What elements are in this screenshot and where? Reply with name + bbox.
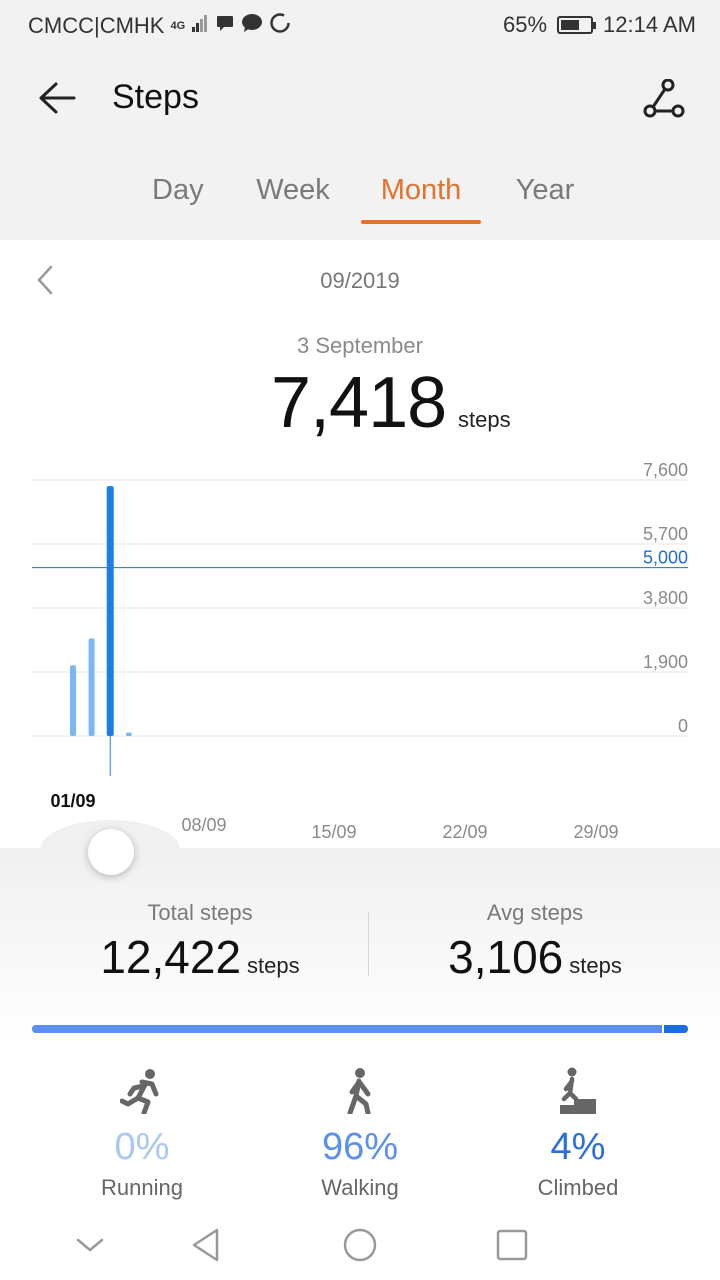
status-bar: CMCC|CMHK 4G 65% 12:14 AM [0, 0, 720, 50]
chart-bar [106, 486, 114, 736]
walking-percent: 96% [321, 1126, 399, 1168]
x-tick-label: 29/09 [573, 822, 618, 842]
steps-bar-chart[interactable]: 7,600 5,700 3,800 1,900 0 5,000 01/09 08/09 15/0… [0, 440, 720, 860]
back-arrow-icon [39, 82, 76, 114]
status-right: 65% 12:14 AM [503, 12, 696, 38]
nav-recents-button[interactable] [488, 1222, 536, 1268]
clock: 12:14 AM [603, 12, 696, 37]
climbed-label: Climbed [537, 1175, 619, 1200]
x-tick-label: 15/09 [311, 822, 356, 842]
selected-date: 3 September [297, 333, 423, 358]
chart-bar [88, 638, 95, 736]
avg-steps-value: 3,106 [448, 931, 564, 983]
y-tick-label: 1,900 [643, 652, 688, 672]
climbed-percent: 4% [550, 1126, 606, 1168]
nav-hide-button[interactable] [66, 1222, 114, 1268]
total-steps-value: 12,422 [100, 931, 242, 983]
chart-bar [125, 732, 132, 736]
network-icon: 4G [170, 20, 186, 32]
y-tick-label: 5,700 [643, 524, 688, 544]
nav-home-button[interactable] [336, 1222, 384, 1268]
tab-day[interactable]: Day [152, 174, 204, 206]
carrier-label: CMCC|CMHK [28, 13, 165, 38]
walking-ratio-segment [32, 1025, 662, 1033]
battery-percent: 65% [503, 12, 548, 37]
page-title: Steps [112, 78, 199, 116]
running-percent: 0% [114, 1126, 170, 1168]
selected-steps-unit: steps [458, 407, 511, 432]
chevron-down-icon [76, 1238, 104, 1252]
avg-steps-label: Avg steps [486, 900, 584, 925]
walking-icon [280, 1066, 440, 1116]
previous-period-button[interactable] [28, 260, 62, 300]
x-tick-label: 01/09 [50, 791, 95, 811]
date-slider-handle[interactable] [88, 829, 134, 875]
sync-icon [269, 12, 291, 40]
running-icon [62, 1066, 222, 1116]
signal-icon [191, 13, 209, 39]
walking-stat: 96% Walking [280, 1066, 440, 1201]
summary-divider [368, 912, 369, 976]
activity-ratio-bar [32, 1025, 688, 1033]
y-tick-label: 7,600 [643, 460, 688, 480]
summary-panel [0, 848, 720, 1280]
avg-steps-block: Avg steps 3,106 steps [400, 900, 670, 984]
running-label: Running [101, 1175, 183, 1200]
triangle-back-icon [192, 1228, 219, 1262]
climbing-icon [498, 1066, 658, 1116]
system-nav-bar [0, 1210, 720, 1280]
x-tick-label: 22/09 [442, 822, 487, 842]
route-button[interactable] [636, 74, 692, 124]
chart-bar [70, 665, 76, 736]
tab-month[interactable]: Month [380, 174, 462, 206]
running-stat: 0% Running [62, 1066, 222, 1201]
square-recents-icon [496, 1229, 528, 1261]
walking-label: Walking [321, 1175, 399, 1200]
total-steps-block: Total steps 12,422 steps [60, 900, 340, 984]
x-tick-label: 08/09 [181, 815, 226, 835]
chevron-left-icon [37, 265, 53, 295]
active-tab-indicator [361, 220, 481, 224]
tab-week[interactable]: Week [256, 174, 330, 206]
tab-year[interactable]: Year [515, 174, 575, 206]
climbed-ratio-segment [661, 1025, 688, 1033]
y-tick-label: 0 [678, 716, 688, 736]
period-tabs: Day Week Month Year [0, 170, 720, 230]
total-steps-label: Total steps [147, 900, 253, 925]
climbed-stat: 4% Climbed [498, 1066, 658, 1201]
selected-steps-value: 7,418 [271, 363, 447, 443]
month-label: 09/2019 [320, 268, 400, 293]
back-button[interactable] [30, 76, 82, 120]
goal-label: 5,000 [643, 548, 688, 568]
nav-back-button[interactable] [182, 1222, 230, 1268]
route-icon [643, 79, 685, 118]
battery-icon [557, 16, 597, 34]
chat-icon [241, 13, 263, 39]
total-steps-unit: steps [247, 953, 300, 978]
avg-steps-unit: steps [569, 953, 622, 978]
message-icon [215, 13, 235, 39]
circle-home-icon [343, 1228, 377, 1262]
y-tick-label: 3,800 [643, 588, 688, 608]
status-left: CMCC|CMHK 4G [28, 12, 291, 40]
app-header: Steps Day Week Month Year [0, 50, 720, 240]
